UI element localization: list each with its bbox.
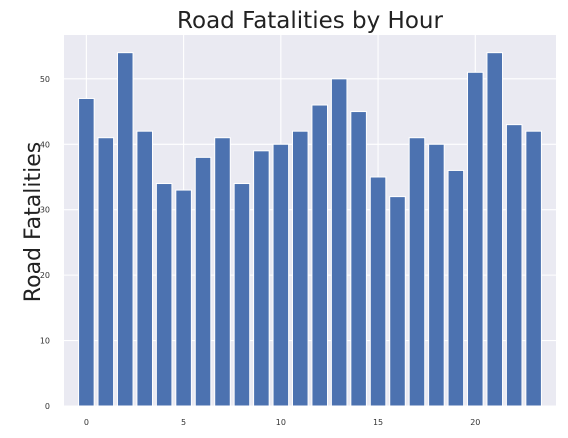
bar — [194, 156, 212, 407]
bar — [330, 78, 348, 407]
y-tick-label: 0 — [45, 402, 50, 411]
bar — [116, 52, 134, 407]
bar — [447, 169, 465, 407]
x-tick-label: 10 — [276, 418, 286, 427]
y-tick-label: 20 — [40, 271, 50, 280]
y-tick-label: 30 — [40, 206, 50, 215]
x-tick-labels: 0 5 10 15 20 — [84, 418, 481, 427]
bar — [467, 71, 484, 407]
bar — [389, 196, 406, 407]
y-tick-label: 50 — [40, 75, 50, 84]
y-tick-label: 10 — [40, 337, 50, 346]
bars — [78, 52, 542, 407]
bar — [214, 137, 231, 407]
bar — [350, 111, 367, 407]
bar — [253, 150, 270, 407]
chart-title: Road Fatalities by Hour — [177, 8, 443, 34]
bar — [233, 183, 251, 407]
bar — [505, 124, 523, 407]
bar — [136, 130, 153, 407]
x-tick-label: 0 — [84, 418, 89, 427]
bar — [272, 143, 290, 407]
x-tick-label: 20 — [470, 418, 480, 427]
bar — [525, 130, 542, 407]
y-tick-label: 40 — [40, 140, 50, 149]
y-tick-labels: 0 10 20 30 40 50 — [40, 75, 50, 411]
bar — [428, 143, 445, 407]
bar — [155, 183, 173, 407]
bar — [78, 97, 95, 407]
x-tick-label: 5 — [181, 418, 186, 427]
bar — [408, 137, 426, 407]
y-axis-label: Road Fatalities — [21, 142, 46, 302]
bar — [369, 176, 387, 407]
bar — [97, 137, 115, 407]
x-tick-label: 15 — [373, 418, 383, 427]
bar — [291, 130, 309, 407]
bar — [175, 189, 192, 407]
bar — [311, 104, 329, 407]
bar — [486, 52, 504, 407]
